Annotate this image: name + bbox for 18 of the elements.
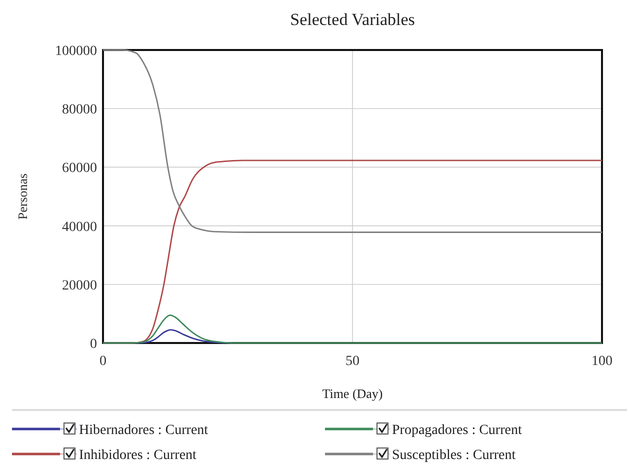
x-tick-label: 50 <box>346 354 360 369</box>
y-tick-label: 100000 <box>55 44 97 59</box>
y-tick-label: 60000 <box>62 161 97 176</box>
line-series <box>102 314 603 344</box>
y-tick-label: 0 <box>90 337 97 352</box>
y-axis-title: Personas <box>15 173 30 220</box>
legend-label: Susceptibles : Current <box>392 448 516 463</box>
y-tick-label: 40000 <box>62 220 97 235</box>
x-tick-label: 100 <box>592 354 612 369</box>
chart-title: Selected Variables <box>290 10 415 29</box>
legend-label: Inhibidores : Current <box>79 448 197 463</box>
x-tick-label: 0 <box>100 354 106 369</box>
legend-label: Propagadores : Current <box>392 423 522 438</box>
x-axis-title: Time (Day) <box>322 386 383 401</box>
y-tick-label: 20000 <box>62 278 97 294</box>
legend-label: Hibernadores : Current <box>79 423 208 438</box>
y-tick-label: 80000 <box>62 102 97 118</box>
line-series <box>102 49 603 233</box>
